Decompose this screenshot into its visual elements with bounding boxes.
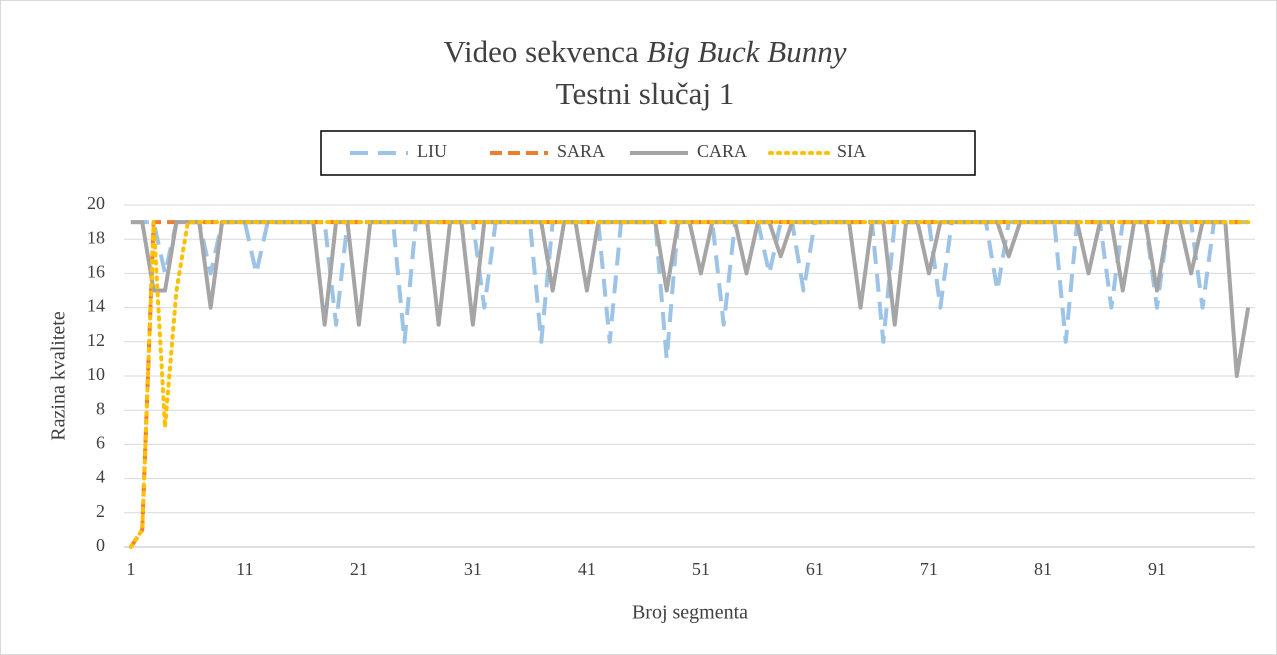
x-tick-label: 61 xyxy=(806,559,824,579)
x-tick-label: 41 xyxy=(578,559,596,579)
x-axis-title: Broj segmenta xyxy=(632,602,748,624)
legend-label: LIU xyxy=(417,141,447,161)
title-part: Video sekvenca xyxy=(444,34,639,69)
legend-label: CARA xyxy=(697,141,747,161)
x-tick-label: 51 xyxy=(692,559,710,579)
legend-label: SIA xyxy=(837,141,866,161)
y-tick-label: 14 xyxy=(87,296,105,316)
y-tick-label: 6 xyxy=(96,433,105,453)
legend-label: SARA xyxy=(557,141,605,161)
y-tick-label: 18 xyxy=(87,227,105,247)
y-tick-label: 8 xyxy=(96,398,105,418)
x-tick-label: 71 xyxy=(920,559,938,579)
x-tick-label: 81 xyxy=(1034,559,1052,579)
x-tick-label: 31 xyxy=(464,559,482,579)
y-tick-label: 20 xyxy=(87,193,105,213)
title-part: Big Buck Bunny xyxy=(647,34,847,69)
x-tick-label: 91 xyxy=(1148,559,1166,579)
y-tick-label: 12 xyxy=(87,330,105,350)
series-line xyxy=(128,220,1251,549)
y-axis-title: Razina kvalitete xyxy=(48,311,70,441)
y-tick-label: 4 xyxy=(96,467,105,487)
x-tick-label: 1 xyxy=(126,559,135,579)
x-tick-label: 11 xyxy=(236,559,253,579)
chart-subtitle: Testni slučaj 1 xyxy=(556,76,735,111)
y-tick-label: 0 xyxy=(96,535,105,555)
x-tick-label: 21 xyxy=(350,559,368,579)
y-tick-label: 10 xyxy=(87,364,105,384)
y-tick-label: 16 xyxy=(87,262,105,282)
y-tick-label: 2 xyxy=(96,501,105,521)
chart-title: Video sekvenca Big Buck Bunny xyxy=(444,34,847,69)
